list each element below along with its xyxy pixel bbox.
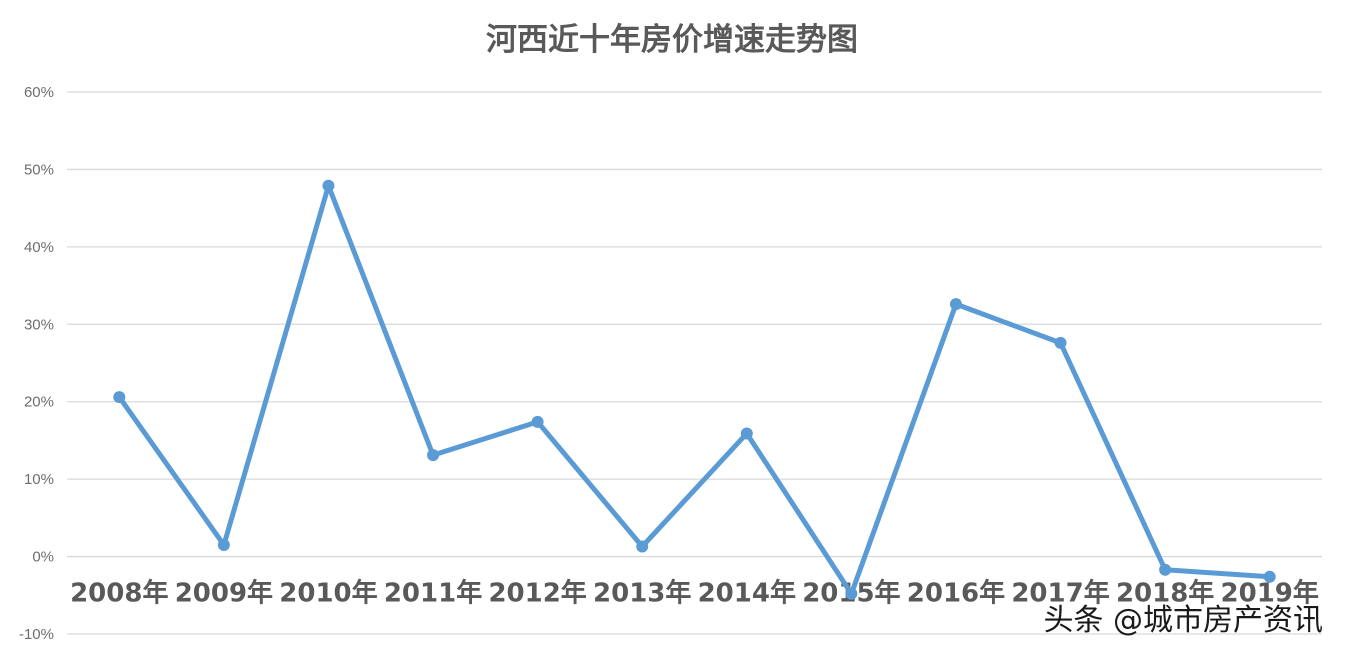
data-point [845,587,858,600]
x-tick-label: 2014年 [698,578,796,609]
data-point [636,540,649,553]
x-tick-label: 2012年 [488,578,586,609]
y-tick-label: 30% [24,316,54,333]
x-axis-tick-labels: 2008年2009年2010年2011年2012年2013年2014年2015年… [70,578,1319,609]
x-tick-label: 2010年 [279,578,377,609]
y-tick-label: 0% [32,549,54,566]
x-tick-label: 2009年 [175,578,273,609]
x-tick-label: 2017年 [1011,578,1109,609]
x-tick-label: 2013年 [593,578,691,609]
grid-lines [67,91,1322,635]
data-point [427,449,440,462]
x-tick-label: 2019年 [1221,578,1319,609]
x-tick-label: 2011年 [384,578,482,609]
data-point [217,538,230,551]
y-tick-label: 50% [24,161,54,178]
data-point [949,298,962,311]
data-point [1263,570,1276,583]
data-point [1054,336,1067,349]
y-tick-label: 60% [24,84,54,101]
data-point [322,179,335,192]
watermark-text: 头条 @城市房产资讯 [1043,603,1323,638]
data-point [531,415,544,428]
data-point [113,391,126,404]
series-line [116,183,1273,597]
y-tick-label: 40% [24,239,54,256]
x-tick-label: 2018年 [1116,578,1214,609]
y-tick-label: 10% [24,471,54,488]
x-tick-label: 2008年 [70,578,168,609]
y-tick-label: -10% [19,626,54,643]
series-layer [113,179,1276,600]
data-point [1159,563,1172,576]
x-tick-label: 2016年 [907,578,1005,609]
y-axis-tick-labels: 60% 50% 40% 30% 20% 10% 0% -10% [19,84,54,643]
data-point [740,427,753,440]
chart-title: 河西近十年房价增速走势图 [486,22,858,58]
y-tick-label: 20% [24,394,54,411]
